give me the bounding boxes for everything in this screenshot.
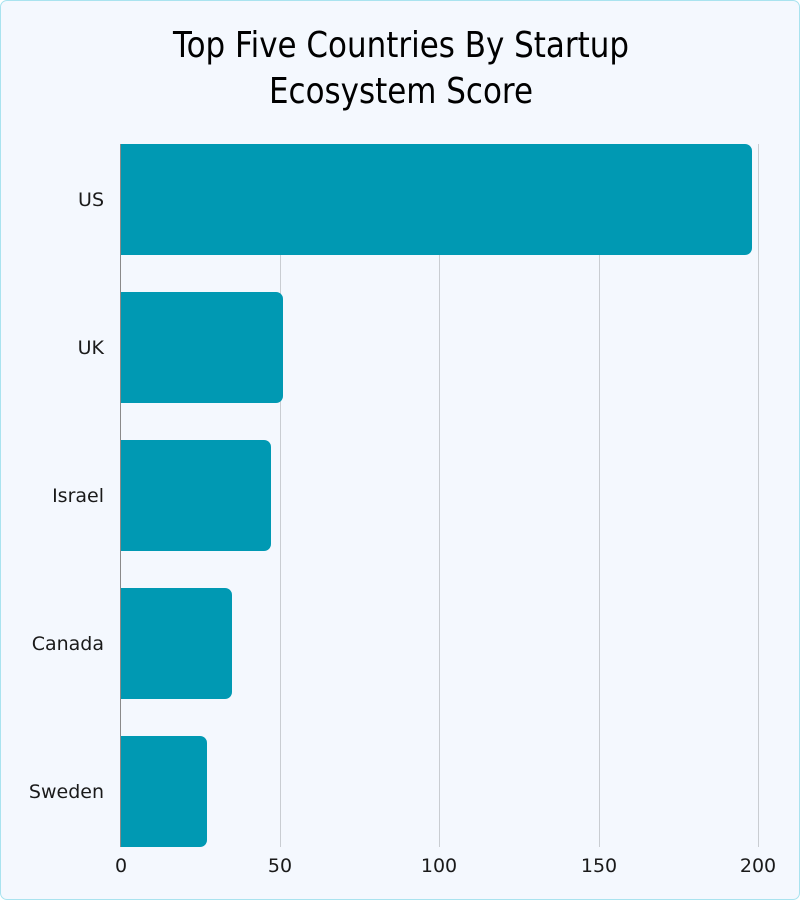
bar-israel (121, 440, 271, 551)
x-tick-150: 150 (580, 855, 618, 877)
x-tick-50: 50 (267, 855, 293, 877)
y-axis-line (120, 144, 121, 847)
gridline-200 (758, 144, 759, 847)
gridline-50 (280, 144, 281, 847)
chart-title-line-1: Top Five Countries By Startup (172, 25, 630, 66)
x-tick-200: 200 (739, 855, 777, 877)
category-label-sweden: Sweden (28, 781, 104, 803)
gridline-100 (439, 144, 440, 847)
bar-canada (121, 588, 232, 699)
bar-us (121, 144, 752, 255)
gridline-150 (599, 144, 600, 847)
chart-title: Top Five Countries By Startup Ecosystem … (57, 23, 745, 115)
x-tick-0: 0 (114, 855, 128, 877)
category-label-canada: Canada (31, 633, 104, 655)
category-label-israel: Israel (52, 485, 104, 507)
bar-uk (121, 292, 283, 403)
category-label-uk: UK (77, 337, 104, 359)
bar-sweden (121, 736, 207, 847)
x-tick-100: 100 (420, 855, 458, 877)
category-label-us: US (78, 189, 104, 211)
chart-title-line-2: Ecosystem Score (268, 71, 533, 112)
